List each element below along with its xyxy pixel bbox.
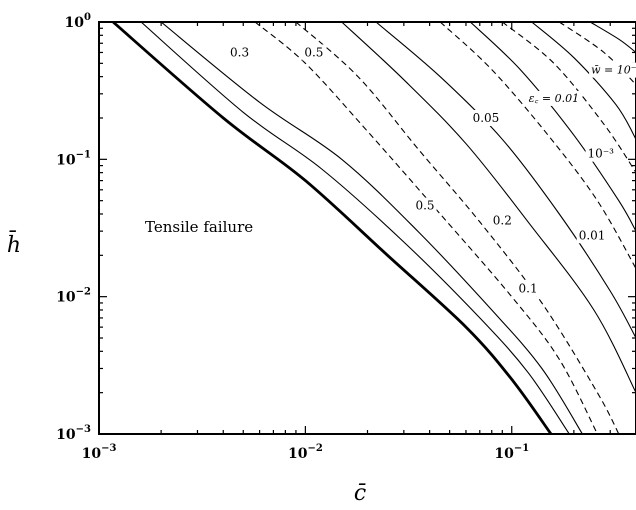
svg-text:0.01: 0.01: [579, 228, 606, 242]
svg-text:0.3: 0.3: [230, 45, 249, 59]
curve-dashed-7: [439, 22, 636, 269]
curve-label-0: 0.3: [228, 44, 252, 61]
curve-dashed-3: [254, 22, 598, 434]
curve-solid-2: [160, 22, 583, 434]
curve-labels: 0.3 0.5 0.05 ε꜀ = 0.01 w̄ = 10⁻⁴ 10⁻³ 0.5 0.2 0.…: [228, 44, 636, 297]
y-tick-label: 100: [65, 12, 91, 31]
y-tick-label: 10−3: [56, 424, 91, 443]
region-label: Tensile failure: [145, 218, 253, 236]
curve-label-3: ε꜀ = 0.01: [526, 90, 582, 106]
curve-dashed-9: [501, 22, 636, 173]
curve-dashed-4: [295, 22, 620, 434]
svg-text:10⁻³: 10⁻³: [588, 147, 615, 161]
curve-label-8: 0.01: [576, 227, 608, 244]
svg-text:0.5: 0.5: [304, 45, 323, 59]
y-tick-label: 10−1: [56, 149, 91, 168]
curve-label-1: 0.5: [302, 44, 326, 61]
y-tick-label: 10−2: [56, 287, 91, 306]
curve-solid-6: [375, 22, 636, 339]
svg-text:w̄ = 10⁻⁴: w̄ = 10⁻⁴: [591, 64, 636, 77]
svg-text:0.05: 0.05: [473, 111, 500, 125]
curve-dashed-11: [558, 22, 636, 85]
x-tick-label: 10−3: [82, 443, 117, 462]
curve-solid-8: [469, 22, 636, 232]
curve-solid-5: [341, 22, 636, 393]
curve-label-7: 0.2: [490, 212, 514, 229]
curve-label-2: 0.05: [470, 109, 502, 126]
curve-solid-12: [589, 22, 636, 53]
curve-label-9: 0.1: [516, 280, 540, 297]
curves: [112, 22, 636, 434]
x-tick-label: 10−1: [494, 443, 529, 462]
x-tick-label: 10−2: [288, 443, 323, 462]
svg-text:0.1: 0.1: [519, 281, 538, 295]
curve-label-6: 0.5: [413, 197, 437, 214]
x-axis-label: c̄: [354, 481, 366, 506]
svg-text:0.2: 0.2: [493, 213, 512, 227]
curve-label-4: w̄ = 10⁻⁴: [589, 62, 636, 78]
curve-solid-1: [140, 22, 570, 434]
svg-text:ε꜀ = 0.01: ε꜀ = 0.01: [529, 92, 579, 105]
curve-label-5: 10⁻³: [585, 145, 617, 162]
curve-solid-10: [531, 22, 636, 140]
svg-text:0.5: 0.5: [415, 199, 434, 213]
curve-bold-0: [112, 22, 553, 434]
tick-labels: 10−3 10−2 10−1 10−3 10−2 10−1 100: [56, 12, 529, 462]
y-axis-label: h̄: [7, 230, 21, 258]
